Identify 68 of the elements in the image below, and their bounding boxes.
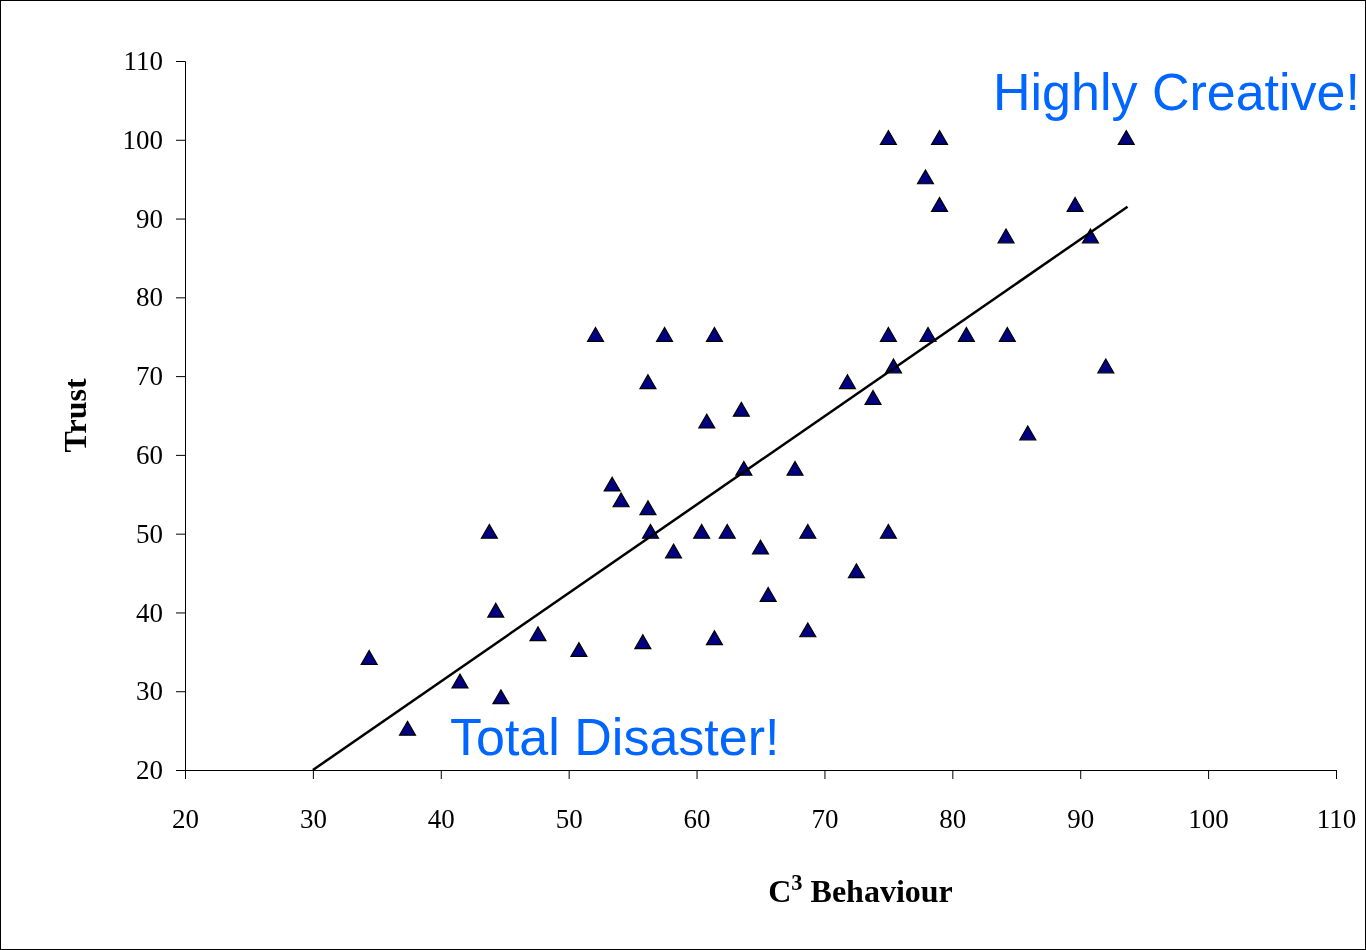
point xyxy=(864,389,882,405)
point xyxy=(451,673,469,689)
point xyxy=(879,523,897,539)
point xyxy=(799,523,817,539)
y-tick-label: 70 xyxy=(136,361,163,392)
point xyxy=(847,563,865,579)
y-tick-label: 90 xyxy=(136,203,163,234)
point xyxy=(1117,129,1135,145)
point xyxy=(487,602,505,618)
x-tick-label: 70 xyxy=(811,804,839,835)
point xyxy=(786,460,804,476)
x-tick-label: 110 xyxy=(1316,804,1357,835)
x-tick-label: 50 xyxy=(555,804,583,835)
x-tick-label: 30 xyxy=(299,804,327,835)
point xyxy=(916,169,935,185)
point xyxy=(751,539,770,555)
point xyxy=(1097,358,1115,374)
point xyxy=(586,326,605,342)
point xyxy=(998,326,1016,342)
point xyxy=(930,129,949,145)
point xyxy=(492,689,510,705)
point xyxy=(1019,425,1037,441)
point xyxy=(612,492,630,508)
point xyxy=(639,500,657,516)
x-tick-label: 20 xyxy=(172,804,199,835)
point xyxy=(879,129,897,145)
y-tick-label: 40 xyxy=(136,597,163,628)
point xyxy=(799,622,817,638)
y-axis-title: Trust xyxy=(57,378,93,453)
y-tick-label: 50 xyxy=(136,518,163,549)
y-tick-label: 80 xyxy=(136,282,163,313)
x-tick-label: 40 xyxy=(427,804,455,835)
point xyxy=(919,326,937,342)
point xyxy=(639,374,657,390)
point xyxy=(930,196,949,212)
y-tick-label: 30 xyxy=(136,676,163,707)
point xyxy=(997,228,1015,244)
annotation: Total Disaster! xyxy=(450,708,780,766)
point xyxy=(360,649,378,665)
point xyxy=(698,413,716,429)
point xyxy=(480,523,498,539)
point xyxy=(759,586,777,602)
point xyxy=(705,630,724,646)
x-tick-label: 60 xyxy=(683,804,711,835)
point xyxy=(1066,196,1084,212)
point xyxy=(705,326,724,342)
point xyxy=(398,720,417,736)
x-tick-label: 100 xyxy=(1188,804,1229,835)
point xyxy=(732,401,750,417)
point xyxy=(879,326,897,342)
point xyxy=(664,543,683,559)
point xyxy=(570,642,588,658)
x-tick-label: 80 xyxy=(939,804,967,835)
point xyxy=(603,476,621,492)
point xyxy=(693,523,711,539)
point xyxy=(718,523,736,539)
x-axis-title: C$^{3}$ Behaviour xyxy=(768,869,953,909)
x-tick-label: 90 xyxy=(1067,804,1095,835)
point xyxy=(838,374,857,390)
point xyxy=(634,634,652,650)
point xyxy=(656,326,674,342)
annotation: Highly Creative! xyxy=(992,63,1360,121)
y-tick-label: 60 xyxy=(136,440,163,471)
y-tick-label: 20 xyxy=(136,755,163,786)
point xyxy=(957,326,975,342)
y-tick-label: 100 xyxy=(122,124,163,155)
y-tick-label: 110 xyxy=(123,46,163,77)
point xyxy=(529,626,547,642)
